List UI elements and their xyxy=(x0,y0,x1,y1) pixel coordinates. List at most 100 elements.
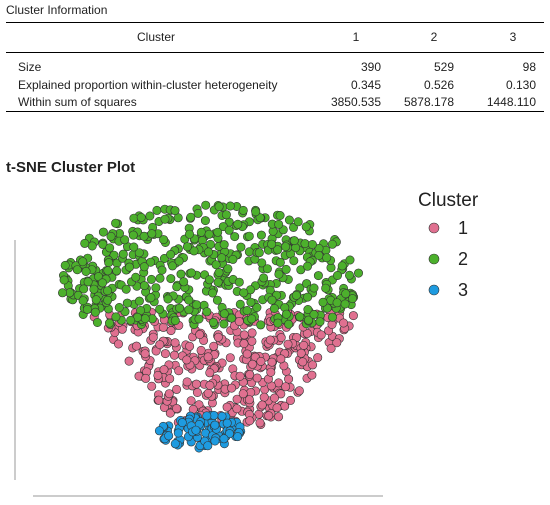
cluster-2-point xyxy=(166,250,176,260)
cluster-1-point xyxy=(302,328,312,338)
cluster-3-point xyxy=(170,439,180,449)
cluster-1-point xyxy=(154,395,164,405)
cluster-1-point xyxy=(147,381,157,391)
cluster-2-point xyxy=(105,243,115,253)
cluster-3-point xyxy=(219,434,229,444)
cluster-2-point xyxy=(201,200,211,210)
cluster-2-point xyxy=(103,266,113,276)
cluster-3-point xyxy=(233,432,243,442)
cluster-2-point xyxy=(91,295,101,305)
cluster-1-point xyxy=(209,341,219,351)
cluster-1-point xyxy=(185,341,195,351)
cluster-2-point xyxy=(314,251,324,261)
cluster-1-point xyxy=(148,332,158,342)
cell: 0.130 xyxy=(505,78,536,92)
cluster-2-point xyxy=(255,213,265,223)
cluster-2-point xyxy=(224,225,234,235)
cluster-2-point xyxy=(145,211,155,221)
cluster-3-point xyxy=(173,428,183,438)
cluster-1-point xyxy=(227,383,237,393)
cluster-2-point xyxy=(327,239,337,249)
cluster-2-point xyxy=(151,283,161,293)
cluster-1-point xyxy=(164,389,174,399)
cluster-2-point xyxy=(233,219,243,229)
cluster-1-point xyxy=(238,389,248,399)
cluster-2-point xyxy=(353,268,363,278)
cluster-2-point xyxy=(269,304,279,314)
cluster-2-point xyxy=(295,312,305,322)
cluster-2-point xyxy=(111,312,121,322)
cluster-2-point xyxy=(90,307,100,317)
cluster-2-point xyxy=(273,245,283,255)
cluster-1-point xyxy=(259,392,269,402)
cluster-1-point xyxy=(165,408,175,418)
cluster-1-point xyxy=(245,370,255,380)
cell: 529 xyxy=(433,60,454,74)
cluster-2-point xyxy=(300,239,310,249)
cluster-2-point xyxy=(315,317,325,327)
cluster-1-point xyxy=(174,366,184,376)
cluster-1-point xyxy=(266,367,276,377)
cluster-1-point xyxy=(232,404,242,414)
cluster-2-point xyxy=(235,299,245,309)
cluster-2-point xyxy=(247,314,257,324)
cluster-2-point xyxy=(122,298,132,308)
cluster-2-point xyxy=(87,241,97,251)
cluster-2-point xyxy=(57,288,67,298)
cluster-2-point xyxy=(194,314,204,324)
cluster-2-point xyxy=(128,230,138,240)
cluster-2-point xyxy=(244,247,254,257)
cluster-2-point xyxy=(189,246,199,256)
cluster-2-point xyxy=(256,320,266,330)
cluster-1-point xyxy=(196,345,206,355)
cluster-2-point xyxy=(301,222,311,232)
cluster-2-point xyxy=(213,277,223,287)
cluster-2-point xyxy=(275,210,285,220)
cluster-2-point xyxy=(139,231,149,241)
cluster-2-point xyxy=(219,319,229,329)
cluster-1-point xyxy=(172,384,182,394)
cluster-2-point xyxy=(230,232,240,242)
cluster-2-point xyxy=(313,271,323,281)
cluster-2-point xyxy=(80,238,90,248)
cluster-1-point xyxy=(182,377,192,387)
cluster-2-point xyxy=(104,258,114,268)
row-label: Within sum of squares xyxy=(18,95,137,109)
cluster-2-point xyxy=(182,242,192,252)
cluster-2-point xyxy=(289,236,299,246)
cluster-1-point xyxy=(283,339,293,349)
cluster-2-point xyxy=(337,261,347,271)
cluster-1-point xyxy=(132,341,142,351)
header-cluster: Cluster xyxy=(136,30,175,44)
cluster-1-point xyxy=(155,340,165,350)
cluster-1-point xyxy=(166,326,176,336)
cluster-2-point xyxy=(83,277,93,287)
cluster-1-point xyxy=(267,357,277,367)
cell: 390 xyxy=(360,60,381,74)
cluster-2-point xyxy=(72,265,82,275)
cluster-2-point xyxy=(246,297,256,307)
header-col-1: 1 xyxy=(352,30,360,44)
cluster-2-point xyxy=(79,284,89,294)
cluster-2-point xyxy=(118,249,128,259)
table-row-size: Size 390 529 98 xyxy=(6,59,544,75)
cluster-2-point xyxy=(309,310,319,320)
cluster-2-point xyxy=(242,306,252,316)
cluster-1-point xyxy=(244,395,254,405)
cluster-1-point xyxy=(191,379,201,389)
cluster-2-point xyxy=(146,293,156,303)
cluster-2-point xyxy=(98,227,108,237)
cluster-1-point xyxy=(195,330,205,340)
cluster-2-point xyxy=(252,303,262,313)
cluster-1-point xyxy=(285,395,295,405)
cluster-2-point xyxy=(106,231,116,241)
cluster-2-point xyxy=(267,239,277,249)
cluster-1-point xyxy=(264,411,274,421)
cluster-1-point xyxy=(316,330,326,340)
cluster-2-point xyxy=(239,288,249,298)
cluster-2-point xyxy=(293,217,303,227)
table-header-rule xyxy=(6,52,544,53)
cluster-2-point xyxy=(227,313,237,323)
cluster-2-point xyxy=(204,229,214,239)
legend-label-2: 2 xyxy=(458,249,468,269)
